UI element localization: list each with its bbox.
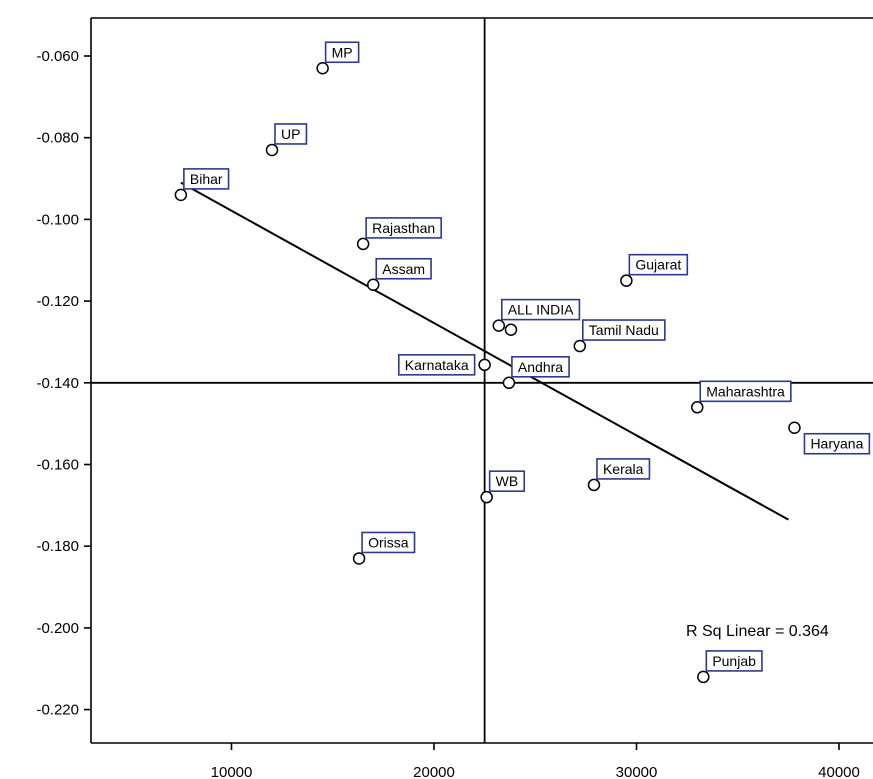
data-point (691, 401, 704, 414)
x-tick-label: 10000 (211, 764, 253, 779)
point-label-box (511, 355, 570, 378)
data-point (788, 421, 801, 434)
point-label-box (375, 257, 432, 280)
point-label-text: Andhra (518, 359, 563, 375)
data-point (352, 552, 366, 565)
point-label-box (803, 432, 871, 455)
point-label: Rajasthan (365, 217, 442, 239)
data-point (356, 237, 370, 251)
point-label: MP (324, 41, 360, 64)
y-tick-label: -0.140 (36, 375, 79, 392)
point-label-text: Assam (382, 261, 425, 277)
point-label-text: Karnataka (405, 357, 469, 373)
point-label-text: Tamil Nadu (589, 322, 659, 338)
point-label-box (699, 380, 792, 403)
data-point (480, 490, 493, 504)
point-label-box (596, 458, 651, 480)
y-tick-label: -0.160 (36, 457, 79, 474)
point-label: Andhra (511, 355, 570, 378)
point-label-text: Rajasthan (372, 220, 435, 236)
point-label-text: MP (332, 44, 353, 60)
point-label-box (274, 123, 308, 145)
data-point (367, 278, 380, 292)
r-squared-annotation: R Sq Linear = 0.364 (686, 623, 829, 640)
point-label: Punjab (705, 650, 763, 672)
data-point (316, 62, 329, 75)
point-label-text: WB (496, 473, 519, 489)
y-tick-label: -0.220 (36, 702, 79, 719)
point-label-text: Bihar (190, 171, 223, 187)
data-point (502, 376, 516, 390)
point-label: Haryana (803, 432, 871, 455)
y-tick-label: -0.200 (36, 620, 79, 637)
point-label: Gujarat (628, 253, 689, 276)
data-point (265, 143, 279, 157)
point-labels: MP UP Bihar Rajasthan Assam ALL INDIA Gujarat T… (183, 41, 871, 672)
data-point (492, 319, 506, 332)
plot-area: -0.060 -0.080 -0.100 -0.120 -0.140 -0.160 -0.1… (36, 17, 873, 779)
point-label: Assam (375, 257, 432, 280)
point-label: WB (488, 470, 526, 492)
point-label: Kerala (596, 458, 651, 480)
point-label-text: Punjab (712, 653, 756, 669)
data-point (620, 274, 633, 287)
point-label-text: ALL INDIA (508, 302, 574, 318)
x-tick-label: 30000 (616, 764, 658, 779)
point-label: Bihar (183, 168, 230, 190)
point-label-text: Orissa (368, 534, 409, 550)
y-tick-label: -0.180 (36, 538, 79, 555)
point-label: UP (274, 123, 308, 145)
point-label-box (361, 531, 416, 554)
linear-fit-line (180, 181, 789, 521)
x-tick-label: 20000 (413, 764, 455, 779)
point-label: Maharashtra (699, 380, 792, 403)
point-label-box (488, 470, 526, 492)
point-label: ALL INDIA (500, 298, 581, 321)
y-tick-label: -0.120 (36, 293, 79, 310)
y-tick-label: -0.060 (36, 48, 79, 65)
data-points (174, 62, 801, 684)
point-label-text: Gujarat (635, 257, 681, 273)
point-label-text: Haryana (810, 436, 863, 452)
point-label-box (397, 354, 476, 376)
point-label-box (500, 298, 581, 321)
point-label-box (324, 41, 360, 64)
data-point (697, 670, 710, 684)
point-label-box (628, 253, 689, 276)
y-tick-label: -0.100 (36, 211, 79, 228)
data-point (573, 339, 587, 353)
x-tick-label: 40000 (818, 764, 860, 779)
y-tick-label: -0.080 (36, 130, 79, 147)
data-point (587, 478, 601, 492)
point-label-box (581, 319, 666, 341)
point-label-box (183, 168, 230, 190)
data-point (478, 358, 491, 372)
point-label-box (365, 217, 442, 239)
point-label: Karnataka (397, 354, 476, 376)
data-point (174, 188, 188, 202)
point-label: Orissa (361, 531, 416, 554)
point-label-text: Maharashtra (706, 383, 785, 399)
data-point (504, 323, 518, 336)
point-label-text: UP (281, 126, 300, 142)
point-label: Tamil Nadu (581, 319, 666, 341)
point-label-text: Kerala (603, 461, 644, 477)
point-label-box (705, 650, 763, 672)
regression-layer (180, 181, 789, 521)
